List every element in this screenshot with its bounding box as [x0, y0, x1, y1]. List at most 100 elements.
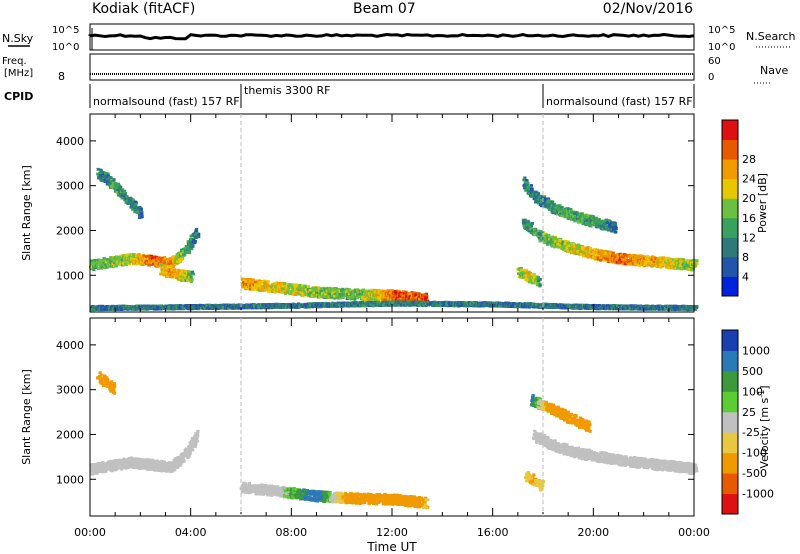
power-data-cell [104, 260, 108, 264]
power-data-cell [151, 306, 155, 309]
power-data-cell [195, 307, 199, 310]
power-data-cell [119, 188, 123, 192]
power-data-cell [157, 256, 161, 260]
power-data-cell [396, 303, 400, 307]
power-data-cell [152, 260, 156, 263]
power-data-cell [287, 286, 291, 290]
power-data-cell [429, 302, 433, 305]
nave-label: Nave [760, 64, 788, 77]
power-data-cell [584, 306, 588, 310]
plot-header: Kodiak (fitACF) Beam 07 02/Nov/2016 [92, 1, 693, 17]
power-data-cell [592, 304, 596, 307]
power-data-cell [197, 232, 201, 236]
power-data-cell [118, 256, 122, 259]
power-data-cell [90, 267, 94, 271]
power-data-cell [412, 292, 416, 296]
power-data-cell [387, 292, 391, 296]
power-data-cell [391, 289, 395, 293]
nsky-label: N.Sky [2, 32, 34, 45]
power-data-cell [140, 212, 144, 216]
power-data-cell [395, 301, 399, 305]
power-data-cell [98, 173, 103, 177]
power-data-cell [322, 295, 326, 298]
power-data-cell [522, 305, 526, 309]
power-data-cell [368, 296, 372, 299]
power-data-cell [375, 294, 379, 298]
power-data-cell [421, 297, 425, 301]
power-data-cell [289, 290, 293, 294]
power-data-cell [392, 295, 396, 299]
power-data-cell [361, 291, 365, 294]
power-data-cell [134, 203, 138, 206]
power-data-cell [301, 284, 305, 288]
power-data-cell [399, 296, 403, 299]
power-data-cell [516, 305, 520, 309]
power-data-cell [388, 294, 392, 297]
power-data-cell [263, 283, 267, 286]
power-data-cell [407, 292, 411, 295]
power-data-cell [134, 254, 139, 257]
power-data-cell [133, 210, 137, 214]
power-data-cell [166, 265, 170, 269]
cpid-label: CPID [4, 90, 33, 103]
power-data-cell [205, 305, 209, 308]
power-data-cell [109, 261, 113, 265]
power-data-cell [376, 300, 381, 304]
power-data-cell [189, 245, 193, 249]
power-data-cell [289, 284, 293, 288]
power-data-cell [326, 302, 330, 305]
power-data-cell [216, 307, 220, 310]
power-data-cell [128, 197, 132, 201]
power-data-cell [139, 208, 143, 211]
power-data-cell [411, 297, 415, 300]
power-data-cell [159, 272, 163, 276]
power-data-cell [96, 167, 100, 171]
power-data-cell [89, 259, 94, 263]
power-data-cell [195, 231, 199, 235]
power-data-cell [276, 305, 280, 309]
power-data-cell [105, 178, 109, 182]
power-data-cell [136, 261, 140, 265]
power-data-cell [260, 288, 265, 291]
power-data-cell [142, 254, 146, 258]
power-data-cell [335, 304, 339, 308]
power-data-cell [333, 295, 337, 298]
power-data-cell [320, 295, 324, 298]
power-data-cell [241, 277, 245, 281]
power-data-cell [399, 293, 403, 296]
power-data-cell [281, 284, 285, 288]
power-data-cell [335, 294, 339, 298]
power-data-cell [386, 298, 390, 302]
power-data-cell [227, 306, 231, 310]
power-data-cell [184, 270, 188, 273]
power-data-cell [254, 281, 258, 284]
power-data-cell [277, 290, 281, 294]
power-data-cell [114, 189, 118, 193]
power-data-cell [288, 292, 292, 296]
power-data-cell [135, 304, 140, 308]
power-data-cell [154, 262, 158, 266]
power-data-cell [112, 256, 116, 260]
power-data-cell [157, 264, 161, 268]
power-data-cell [166, 272, 170, 276]
power-data-cell [386, 302, 390, 306]
power-data-cell [178, 306, 182, 310]
power-data-cell [304, 304, 309, 308]
power-data-cell [161, 265, 165, 269]
power-data-cell [374, 290, 378, 294]
power-data-cell [389, 297, 393, 301]
power-data-cell [480, 301, 484, 305]
power-data-cell [275, 289, 279, 293]
power-data-cell [132, 253, 136, 256]
power-data-cell [253, 305, 257, 308]
power-data-cell [398, 291, 402, 295]
power-data-cell [115, 191, 119, 194]
power-data-cell [167, 262, 171, 266]
power-data-cell [99, 168, 103, 172]
power-data-cell [251, 278, 255, 282]
power-data-cell [137, 210, 141, 214]
power-data-cell [533, 305, 537, 309]
power-data-cell [267, 290, 271, 293]
power-data-cell [347, 296, 351, 300]
